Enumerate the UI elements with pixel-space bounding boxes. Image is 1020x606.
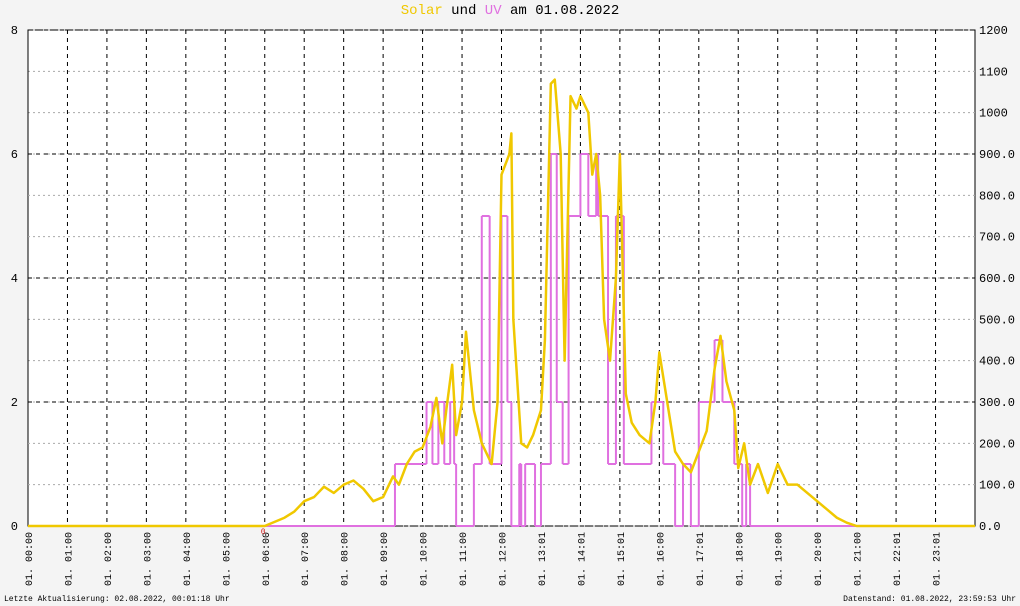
x-tick-label: 01. 20:00 — [814, 532, 825, 586]
footer-right: Datenstand: 01.08.2022, 23:59:53 Uhr — [843, 595, 1016, 604]
x-tick-label: 01. 13:01 — [538, 532, 549, 586]
y-tick-label: 4 — [11, 272, 18, 286]
y-tick-label: 2 — [11, 396, 18, 410]
x-tick-label: 01. 12:00 — [499, 532, 510, 586]
y-tick-label: 6 — [11, 148, 18, 162]
x-tick-label: 01. 09:00 — [380, 532, 391, 586]
x-tick-label: 01. 19:00 — [775, 532, 786, 586]
x-tick-label: 01. 01:00 — [64, 532, 75, 586]
title-und: und — [451, 3, 476, 19]
x-tick-label: 01. 11:00 — [459, 532, 470, 586]
y2-tick-label: 800.0 — [979, 189, 1015, 203]
solar-line — [28, 78, 975, 528]
x-tick-label: 01. 18:00 — [735, 532, 746, 586]
footer-left: Letzte Aktualisierung: 02.08.2022, 00:01… — [4, 595, 230, 604]
y2-tick-label: 300.0 — [979, 396, 1015, 410]
x-tick-label: 01. 17:01 — [696, 532, 707, 586]
y2-tick-label: 0.0 — [979, 520, 1001, 534]
x-tick-label: 01. 07:00 — [301, 532, 312, 586]
title-solar: Solar — [401, 3, 443, 19]
y2-tick-label: 1100 — [979, 65, 1008, 79]
y2-tick-label: 600.0 — [979, 272, 1015, 286]
annotation: 0 — [261, 528, 266, 537]
x-tick-label: 01. 03:00 — [143, 532, 154, 586]
y2-tick-label: 1000 — [979, 107, 1008, 121]
x-tick-label: 01. 10:00 — [420, 532, 431, 586]
x-tick-label: 01. 14:01 — [577, 532, 588, 586]
y-tick-label: 8 — [11, 24, 18, 38]
y2-tick-label: 900.0 — [979, 148, 1015, 162]
x-tick-label: 01. 15:01 — [617, 532, 628, 586]
x-tick-label: 01. 00:00 — [25, 532, 36, 586]
y2-tick-label: 500.0 — [979, 313, 1015, 327]
title-date: am 01.08.2022 — [510, 3, 619, 19]
x-tick-label: 01. 22:01 — [893, 532, 904, 586]
x-tick-label: 01. 05:00 — [222, 532, 233, 586]
y2-tick-label: 200.0 — [979, 437, 1015, 451]
y2-tick-label: 1200 — [979, 24, 1008, 38]
y2-tick-label: 700.0 — [979, 231, 1015, 245]
y2-tick-label: 400.0 — [979, 355, 1015, 369]
chart-title: Solar und UV am 01.08.2022 — [401, 3, 619, 19]
x-tick-label: 01. 02:00 — [104, 532, 115, 586]
x-tick-label: 01. 16:00 — [656, 532, 667, 586]
x-tick-label: 01. 21:00 — [854, 532, 865, 586]
y-tick-label: 0 — [11, 520, 18, 534]
x-tick-label: 01. 06:00 — [262, 532, 273, 586]
x-tick-label: 01. 23:01 — [933, 532, 944, 586]
x-tick-label: 01. 04:00 — [183, 532, 194, 586]
title-uv: UV — [485, 3, 502, 19]
x-tick-label: 01. 08:00 — [341, 532, 352, 586]
y2-tick-label: 100.0 — [979, 479, 1015, 493]
